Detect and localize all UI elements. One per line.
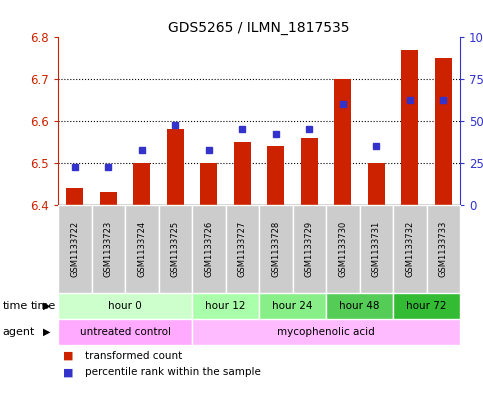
Bar [326,293,393,319]
Text: GSM1133733: GSM1133733 [439,221,448,277]
Text: GSM1133722: GSM1133722 [70,221,79,277]
Bar [259,293,326,319]
Bar [192,205,226,293]
Text: agent: agent [2,327,35,337]
Text: hour 72: hour 72 [406,301,447,311]
Text: GSM1133731: GSM1133731 [372,221,381,277]
Text: time: time [30,301,56,311]
Bar [234,142,251,205]
Bar [393,293,460,319]
Text: hour 12: hour 12 [205,301,246,311]
Text: GSM1133725: GSM1133725 [171,221,180,277]
Text: GSM1133727: GSM1133727 [238,221,247,277]
Text: GSM1133730: GSM1133730 [338,221,347,277]
Text: mycophenolic acid: mycophenolic acid [277,327,375,337]
Text: GSM1133729: GSM1133729 [305,221,314,277]
Text: ■: ■ [63,367,73,377]
Bar [334,79,351,205]
Bar [58,205,91,293]
Text: untreated control: untreated control [80,327,170,337]
Bar [268,146,284,205]
Bar [192,319,460,345]
Bar [435,58,452,205]
Text: GSM1133726: GSM1133726 [204,221,213,277]
Bar [133,163,150,205]
Bar [393,205,426,293]
Text: ▶: ▶ [43,301,51,311]
Text: transformed count: transformed count [85,351,182,361]
Bar [401,50,418,205]
Bar [100,193,116,205]
Title: GDS5265 / ILMN_1817535: GDS5265 / ILMN_1817535 [168,20,350,35]
Text: GSM1133723: GSM1133723 [104,221,113,277]
Bar [226,205,259,293]
Bar [293,205,326,293]
Bar [200,163,217,205]
Bar [301,138,318,205]
Bar [125,205,158,293]
Bar [326,205,359,293]
Bar [359,205,393,293]
Text: hour 0: hour 0 [108,301,142,311]
Text: GSM1133728: GSM1133728 [271,221,280,277]
Bar [167,129,184,205]
Bar [58,319,192,345]
Text: ▶: ▶ [43,327,51,337]
Bar [158,205,192,293]
Bar [58,293,192,319]
Text: GSM1133732: GSM1133732 [405,221,414,277]
Bar [368,163,384,205]
Text: hour 24: hour 24 [272,301,313,311]
Text: GSM1133724: GSM1133724 [137,221,146,277]
Bar [426,205,460,293]
Text: hour 48: hour 48 [339,301,380,311]
Bar [259,205,293,293]
Text: percentile rank within the sample: percentile rank within the sample [85,367,260,377]
Bar [192,293,259,319]
Text: time: time [2,301,28,311]
Text: ■: ■ [63,351,73,361]
Bar [91,205,125,293]
Bar [66,188,83,205]
